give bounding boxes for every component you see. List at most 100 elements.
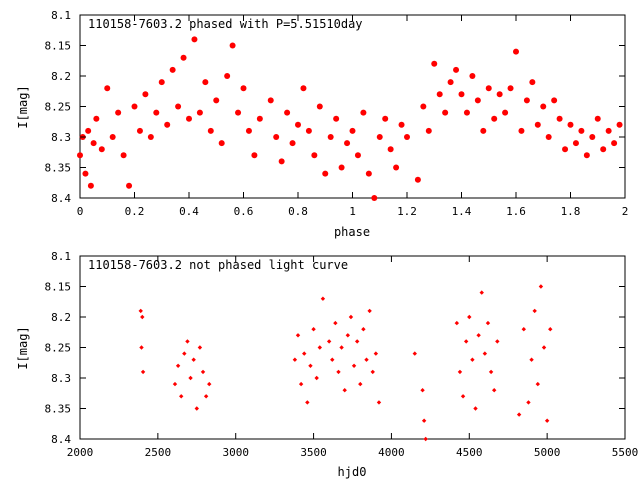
unphased-data-point bbox=[460, 394, 466, 399]
phased-data-point bbox=[463, 109, 470, 116]
unphased-data-point bbox=[351, 363, 357, 368]
phased-data-point bbox=[316, 103, 323, 110]
phased-data-point bbox=[387, 146, 394, 153]
phased-data-point bbox=[289, 140, 296, 147]
unphased-x-tick-label: 5000 bbox=[534, 446, 561, 459]
phased-data-point bbox=[142, 91, 149, 98]
phased-y-tick-label: 8.2 bbox=[51, 70, 71, 83]
phased-data-point bbox=[502, 109, 509, 116]
phased-data-point bbox=[273, 134, 280, 140]
phased-data-point bbox=[344, 140, 351, 147]
phased-data-point bbox=[333, 115, 340, 122]
phased-data-point bbox=[442, 109, 449, 116]
phased-data-point bbox=[572, 140, 579, 147]
phased-data-point bbox=[507, 85, 514, 92]
unphased-chart-title: 110158-7603.2 not phased light curve bbox=[88, 258, 348, 272]
unphased-data-point bbox=[485, 320, 491, 326]
phased-data-point bbox=[229, 42, 236, 49]
unphased-data-point bbox=[207, 381, 212, 387]
unphased-data-point bbox=[454, 320, 460, 326]
phased-data-point bbox=[213, 97, 220, 104]
phased-data-point bbox=[491, 115, 498, 122]
unphased-data-point bbox=[535, 381, 540, 387]
unphased-data-point bbox=[526, 400, 531, 405]
unphased-data-point bbox=[423, 436, 428, 442]
phased-x-tick-label: 0.4 bbox=[179, 205, 199, 218]
phased-data-point bbox=[453, 66, 460, 73]
phased-data-point bbox=[447, 79, 454, 86]
phased-data-point bbox=[284, 109, 291, 116]
unphased-y-tick-label: 8.25 bbox=[45, 342, 72, 355]
unphased-data-point bbox=[548, 327, 553, 332]
phased-data-point bbox=[382, 115, 389, 122]
phased-data-point bbox=[562, 146, 569, 153]
unphased-data-point bbox=[361, 327, 366, 332]
phased-data-point bbox=[90, 140, 97, 147]
unphased-data-point bbox=[298, 381, 304, 387]
unphased-data-point bbox=[476, 333, 481, 338]
phased-y-tick-label: 8.4 bbox=[51, 192, 71, 205]
unphased-data-point bbox=[333, 320, 338, 326]
unphased-data-point bbox=[473, 406, 478, 411]
unphased-data-point bbox=[292, 357, 298, 362]
phased-data-point bbox=[82, 170, 89, 177]
unphased-data-point bbox=[139, 345, 144, 350]
phased-data-point bbox=[300, 85, 307, 92]
phased-data-point bbox=[600, 146, 607, 153]
phased-data-point bbox=[136, 127, 143, 134]
unphased-panel: 2000 2500 3000 3500 4000 4500 5000 5500 8.1 8.15… bbox=[16, 250, 638, 479]
phased-data-point bbox=[360, 109, 367, 116]
phased-data-point bbox=[295, 121, 301, 128]
unphased-data-point bbox=[197, 345, 203, 350]
phased-data-point bbox=[556, 115, 563, 122]
phased-y-tick-label: 8.25 bbox=[45, 101, 72, 114]
phased-data-point bbox=[93, 115, 100, 122]
phased-data-point bbox=[480, 127, 487, 134]
phased-data-point bbox=[540, 103, 547, 110]
unphased-data-point bbox=[305, 400, 310, 405]
unphased-y-tick-label: 8.1 bbox=[51, 250, 71, 263]
phased-data-point bbox=[551, 97, 558, 104]
unphased-data-point bbox=[544, 418, 550, 423]
phased-x-ticks: 0 0.2 0.4 0.6 0.8 1 1.2 1.4 1.6 1.8 2 bbox=[77, 15, 628, 218]
phased-data-point bbox=[485, 85, 492, 92]
unphased-data-point bbox=[516, 412, 522, 417]
phased-data-point bbox=[120, 152, 127, 159]
phased-data-point bbox=[474, 97, 481, 104]
phased-data-point bbox=[164, 121, 171, 128]
unphased-data-point bbox=[482, 351, 488, 356]
unphased-data-point bbox=[317, 345, 322, 350]
phased-data-point bbox=[77, 152, 83, 159]
phased-data-point bbox=[398, 121, 405, 128]
phased-data-point bbox=[611, 140, 618, 147]
phased-data-point bbox=[513, 48, 519, 55]
phased-data-point bbox=[414, 176, 421, 183]
unphased-y-tick-label: 8.3 bbox=[51, 372, 71, 385]
phased-x-tick-label: 0.6 bbox=[234, 205, 254, 218]
unphased-data-point bbox=[463, 339, 469, 344]
phased-chart-title: 110158-7603.2 phased with P=5.51510day bbox=[88, 17, 363, 31]
unphased-data-point bbox=[492, 388, 497, 393]
unphased-data-point bbox=[529, 357, 534, 362]
phased-data-point bbox=[267, 97, 274, 104]
phased-data-point bbox=[393, 164, 400, 171]
phased-data-point bbox=[126, 182, 133, 189]
unphased-data-point bbox=[370, 369, 375, 375]
unphased-data-point bbox=[367, 308, 372, 314]
phased-data-point bbox=[322, 170, 329, 177]
phased-data-point bbox=[534, 121, 541, 128]
phased-data-point bbox=[431, 60, 438, 67]
phased-data-point bbox=[349, 127, 356, 134]
phased-data-point bbox=[153, 109, 160, 116]
phased-data-point bbox=[583, 152, 590, 159]
phased-x-tick-label: 1 bbox=[349, 205, 356, 218]
phased-data-point bbox=[523, 97, 530, 104]
unphased-data-point bbox=[467, 314, 472, 320]
unphased-data-point bbox=[182, 351, 187, 356]
phased-data-point bbox=[180, 54, 187, 61]
phased-x-tick-label: 1.4 bbox=[452, 205, 472, 218]
phased-data-point bbox=[85, 127, 92, 134]
unphased-x-tick-label: 5500 bbox=[612, 446, 639, 459]
phased-data-point bbox=[169, 66, 176, 73]
